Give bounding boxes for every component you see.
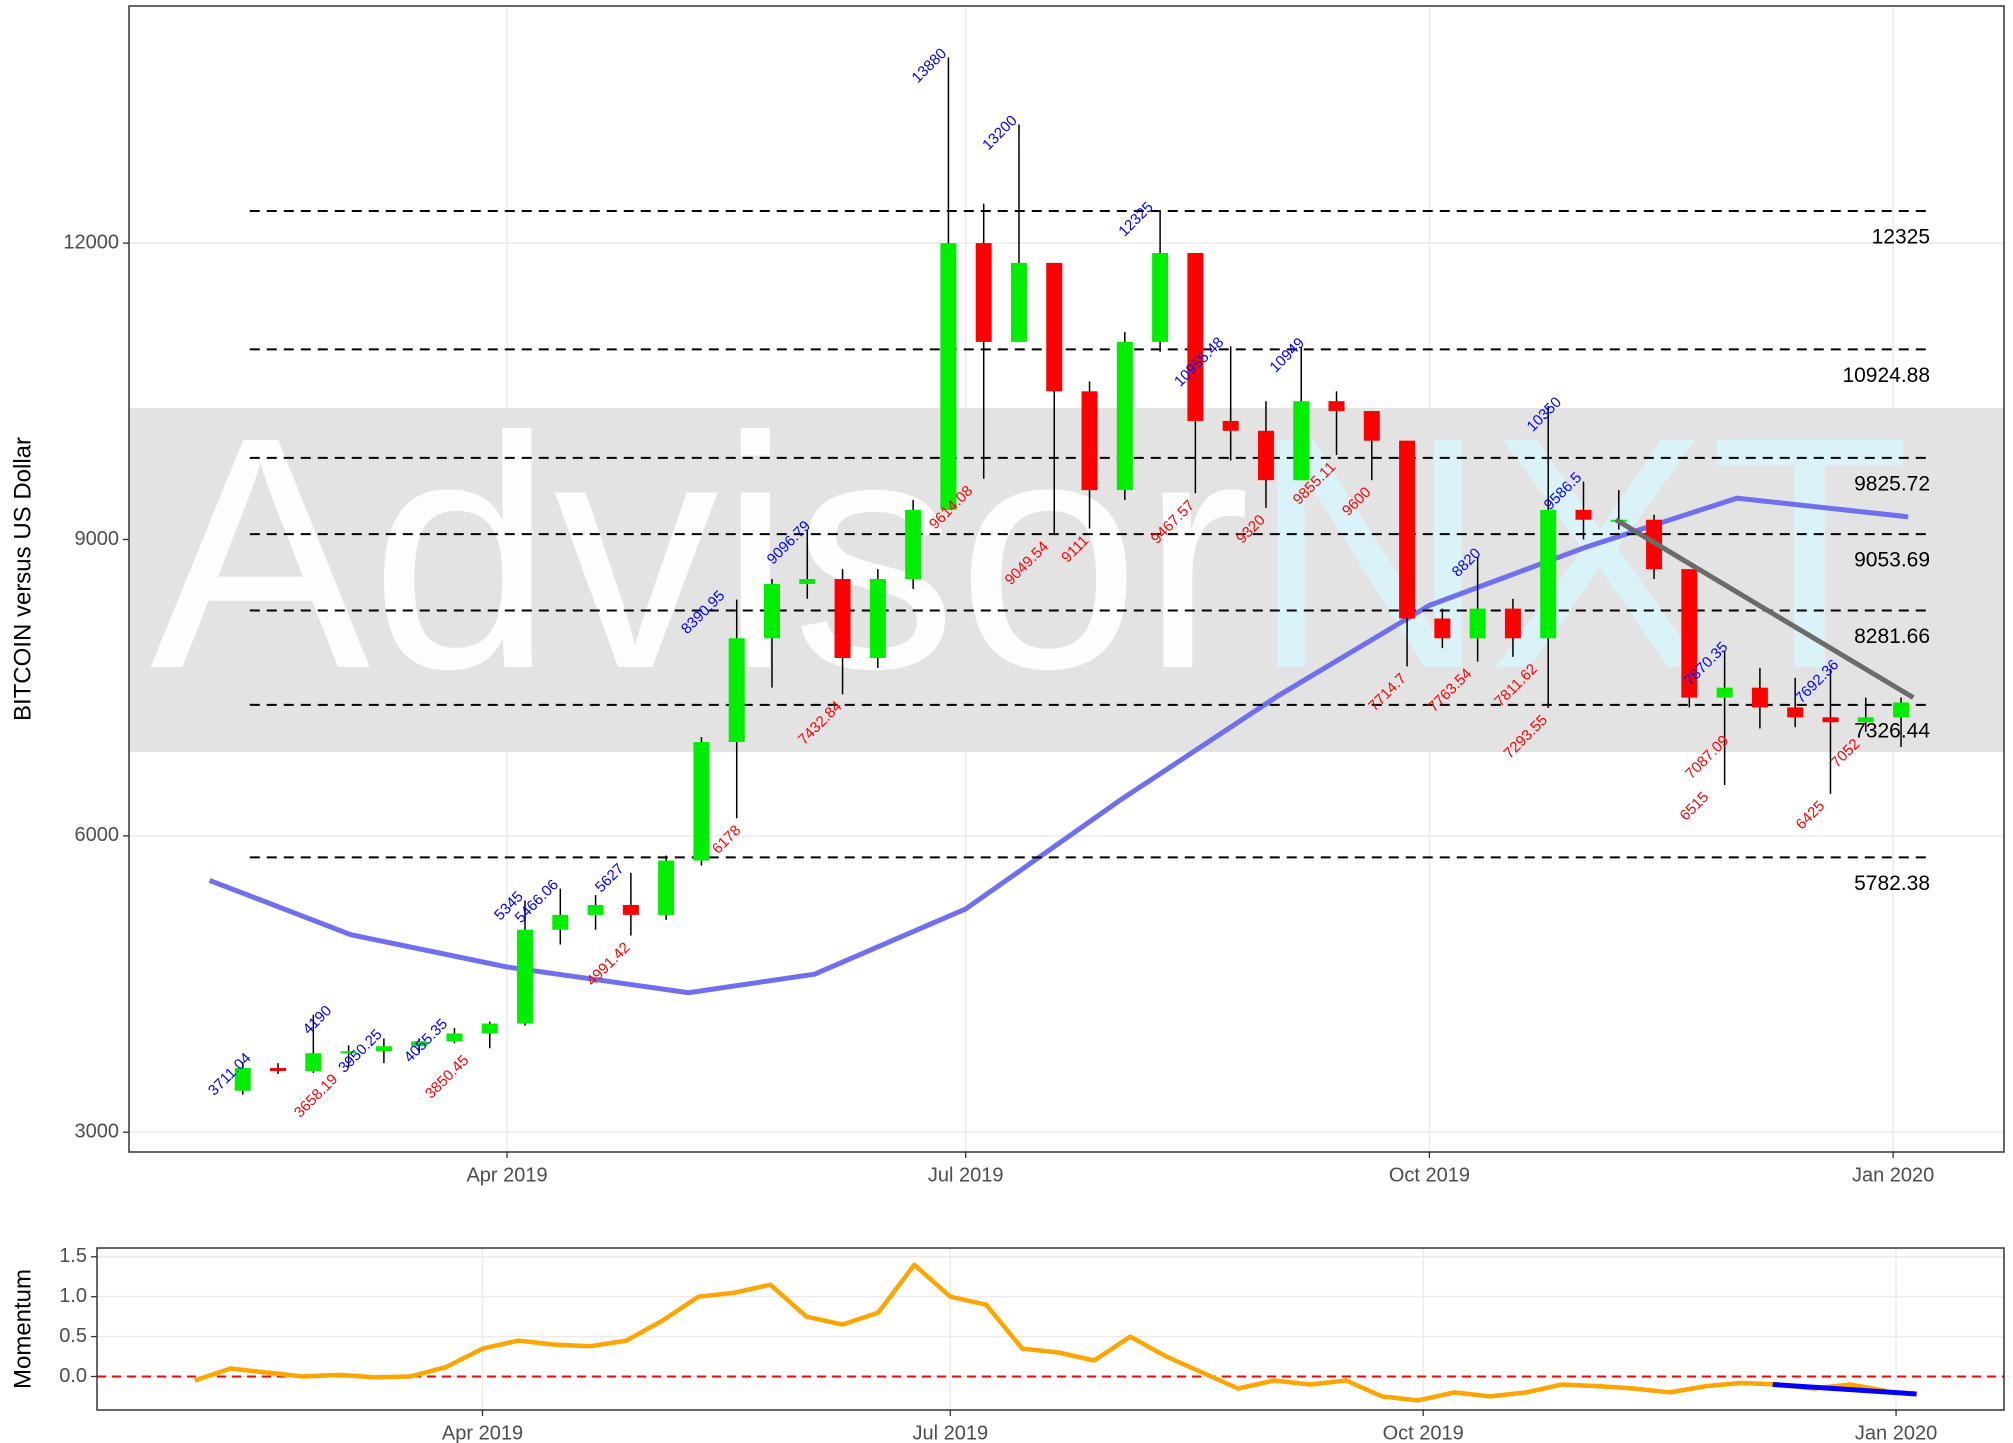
x-tick-label: Oct 2019 — [1383, 1422, 1464, 1443]
y-tick-label: 9000 — [75, 528, 120, 550]
candle-body — [1434, 618, 1451, 639]
candle-body — [1257, 430, 1274, 481]
candle-body — [1751, 687, 1768, 708]
plot-panel — [97, 1248, 2004, 1410]
candle-body — [940, 243, 957, 510]
candle-body — [411, 1041, 428, 1047]
y-tick-label: 0.5 — [59, 1325, 87, 1347]
x-tick-label: Jan 2020 — [1852, 1164, 1934, 1186]
candle-body — [1857, 717, 1874, 723]
x-tick-label: Jul 2019 — [912, 1422, 988, 1443]
candle-body — [622, 905, 639, 915]
y-tick-label: 6000 — [75, 824, 120, 846]
y-tick-label: 1.5 — [59, 1245, 87, 1267]
candle-body — [1152, 252, 1169, 342]
candle-body — [975, 243, 992, 342]
candle-body — [305, 1053, 322, 1071]
trend-line — [1614, 517, 1915, 700]
candle-body — [1399, 440, 1416, 619]
candle-body — [1363, 411, 1380, 441]
y-tick-label: 3000 — [75, 1121, 120, 1143]
level-label: 10924.88 — [1842, 364, 1930, 387]
level-label: 7326.44 — [1854, 719, 1930, 742]
candle-body — [764, 583, 780, 639]
candle-body — [1504, 608, 1521, 639]
candle-body — [446, 1033, 463, 1042]
candle-body — [1293, 401, 1310, 481]
candle-body — [834, 579, 851, 659]
moving-average — [208, 495, 1909, 996]
candle-body — [1116, 341, 1133, 491]
candle-body — [799, 579, 816, 584]
y-tick-label: 1.0 — [59, 1285, 87, 1307]
candle-body — [693, 742, 710, 861]
candle-body — [1328, 401, 1345, 412]
watermark-part: NXT — [1250, 368, 1910, 737]
candle-body — [1716, 687, 1733, 698]
candle-body — [1822, 717, 1839, 723]
y-tick-label: 0.0 — [59, 1365, 87, 1387]
candle-body — [517, 929, 534, 1024]
candle-body — [1222, 420, 1239, 431]
watermark-part: Advisor — [150, 368, 1250, 737]
level-label: 12325 — [1872, 226, 1930, 249]
x-tick-label: Jan 2020 — [1855, 1422, 1937, 1443]
candle-body — [1469, 608, 1486, 639]
candle-body — [1787, 707, 1804, 718]
candle-body — [728, 638, 745, 743]
x-tick-label: Apr 2019 — [442, 1422, 523, 1443]
candle-body — [1681, 569, 1698, 698]
plot-border — [128, 5, 2005, 1153]
candle-body — [375, 1046, 392, 1052]
candle-body — [869, 579, 886, 659]
candle-body — [1187, 252, 1204, 421]
watermark: AdvisorNXT — [150, 368, 1910, 737]
candle-body — [1010, 262, 1027, 342]
level-label: 8281.66 — [1854, 625, 1930, 648]
candle-body — [905, 509, 922, 579]
y-tick-label: 12000 — [63, 231, 119, 253]
x-tick-label: Oct 2019 — [1389, 1164, 1470, 1186]
level-label: 9825.72 — [1854, 472, 1930, 495]
candle-body — [234, 1068, 251, 1091]
x-tick-label: Jul 2019 — [928, 1164, 1004, 1186]
candle-body — [1081, 391, 1098, 491]
plot-border — [96, 1247, 2005, 1411]
candle-body — [1893, 702, 1910, 718]
level-label: 5782.38 — [1854, 872, 1930, 895]
candle-body — [270, 1068, 287, 1071]
candle-body — [552, 914, 569, 930]
candle-body — [1540, 509, 1557, 639]
candle-body — [658, 860, 675, 915]
candle-body — [1575, 509, 1592, 520]
y-axis-title: BITCOIN versus US Dollar — [9, 437, 36, 721]
candle-body — [1046, 262, 1063, 392]
momentum-line — [193, 1262, 1887, 1403]
candle-body — [481, 1023, 498, 1034]
trend-line — [1772, 1382, 1917, 1397]
candle-body — [587, 905, 604, 915]
level-label: 9053.69 — [1854, 549, 1930, 572]
x-tick-label: Apr 2019 — [466, 1164, 547, 1186]
y-axis-title: Momentum — [9, 1269, 36, 1389]
candle-body — [340, 1051, 357, 1054]
